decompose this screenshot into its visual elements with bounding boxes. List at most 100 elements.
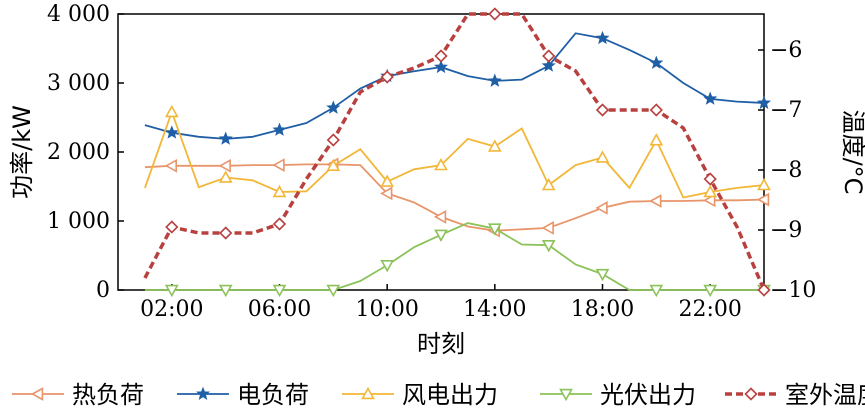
x-tick-label: 14:00 bbox=[463, 297, 526, 322]
data-point bbox=[703, 193, 716, 208]
data-point bbox=[487, 139, 502, 152]
x-tick-label: 18:00 bbox=[571, 297, 634, 322]
y-axis-left: 0 1 000 2 000 3 000 4 000 bbox=[47, 2, 124, 303]
y-right-tick-label: −10 bbox=[770, 278, 816, 303]
data-point bbox=[595, 30, 610, 45]
data-point bbox=[703, 184, 718, 198]
y-right-tick-label: −6 bbox=[770, 38, 802, 63]
data-point bbox=[541, 221, 554, 235]
data-point bbox=[272, 184, 287, 198]
y-left-tick-label: 4 000 bbox=[47, 2, 110, 27]
data-point bbox=[380, 70, 394, 84]
series-line bbox=[144, 222, 764, 291]
legend-label: 热负荷 bbox=[72, 381, 144, 409]
data-point bbox=[380, 259, 395, 273]
data-point bbox=[595, 103, 610, 117]
data-point bbox=[488, 7, 502, 21]
data-point bbox=[164, 125, 179, 139]
legend-item: 室外温度 bbox=[725, 381, 865, 409]
data-point bbox=[164, 104, 179, 118]
y-left-tick-label: 3 000 bbox=[47, 71, 110, 96]
data-point bbox=[757, 177, 771, 191]
legend-label: 光伏出力 bbox=[600, 381, 696, 409]
data-point bbox=[595, 150, 610, 163]
series-triangle-left bbox=[144, 157, 770, 238]
legend-label: 室外温度 bbox=[785, 381, 865, 409]
data-point bbox=[218, 284, 233, 298]
data-point bbox=[757, 95, 771, 110]
data-point bbox=[434, 157, 448, 171]
legend-marker bbox=[559, 388, 573, 402]
data-point bbox=[326, 100, 341, 114]
data-point bbox=[272, 284, 287, 298]
x-axis: 02:00 06:00 10:00 14:00 18:00 22:00 bbox=[140, 284, 742, 322]
series-line bbox=[144, 32, 765, 140]
data-point bbox=[218, 158, 231, 173]
y-right-tick-label: −9 bbox=[770, 218, 802, 243]
y-right-tick-label: −8 bbox=[770, 158, 802, 183]
data-point bbox=[434, 59, 448, 74]
data-point bbox=[595, 268, 610, 282]
data-point bbox=[380, 186, 393, 201]
y-axis-left-label: 功率/kW bbox=[8, 105, 36, 199]
legend-marker bbox=[744, 387, 758, 401]
data-point bbox=[380, 174, 395, 187]
data-point bbox=[703, 91, 718, 105]
data-point bbox=[649, 194, 662, 208]
x-axis-label: 时刻 bbox=[417, 330, 465, 358]
data-point bbox=[164, 284, 179, 298]
data-point bbox=[434, 229, 448, 242]
legend-item: 光伏出力 bbox=[540, 381, 696, 409]
series-triangle-up bbox=[144, 104, 771, 199]
legend-marker bbox=[30, 387, 44, 401]
data-point bbox=[272, 217, 287, 231]
y-right-tick-label: −7 bbox=[770, 98, 802, 123]
x-tick-label: 10:00 bbox=[355, 297, 418, 322]
y-left-tick-label: 1 000 bbox=[47, 209, 110, 234]
data-point bbox=[272, 122, 287, 136]
data-point bbox=[326, 133, 340, 147]
data-point bbox=[703, 284, 718, 298]
data-point bbox=[434, 49, 448, 63]
legend-label: 风电出力 bbox=[402, 381, 498, 409]
data-point bbox=[165, 220, 179, 234]
legend-item: 热负荷 bbox=[12, 381, 144, 409]
data-point bbox=[649, 284, 664, 298]
data-point bbox=[703, 172, 717, 186]
data-point bbox=[326, 158, 341, 171]
series-star bbox=[144, 30, 771, 145]
data-point bbox=[756, 192, 770, 207]
legend-label: 电负荷 bbox=[237, 381, 309, 409]
data-point bbox=[326, 284, 341, 298]
data-point bbox=[218, 170, 233, 183]
legend: 热负荷 电负荷 风电出力 光伏出力 室外温度 bbox=[12, 381, 865, 409]
data-point bbox=[649, 133, 664, 146]
series-triangle-down bbox=[144, 222, 771, 298]
data-point bbox=[542, 49, 556, 63]
legend-item: 电负荷 bbox=[177, 381, 309, 409]
data-point bbox=[272, 158, 285, 172]
series-line bbox=[144, 109, 765, 199]
x-tick-label: 22:00 bbox=[678, 297, 741, 322]
x-tick-label: 06:00 bbox=[248, 297, 311, 322]
data-point bbox=[649, 55, 664, 69]
y-axis-right-label: 温度/°C bbox=[839, 110, 865, 195]
data-point bbox=[541, 240, 556, 253]
y-left-tick-label: 0 bbox=[96, 278, 110, 303]
data-point bbox=[595, 201, 608, 215]
data-point bbox=[164, 158, 177, 173]
series-layer bbox=[143, 7, 771, 298]
data-point bbox=[649, 103, 663, 117]
data-point bbox=[487, 73, 502, 87]
x-tick-label: 02:00 bbox=[140, 297, 203, 322]
data-point bbox=[218, 131, 233, 145]
y-axis-right: −10 −9 −8 −7 −6 bbox=[758, 38, 816, 303]
data-point bbox=[487, 223, 502, 236]
y-left-tick-label: 2 000 bbox=[47, 140, 110, 165]
series-line bbox=[143, 12, 766, 291]
legend-marker bbox=[196, 386, 210, 401]
legend-marker bbox=[361, 386, 375, 400]
series-line bbox=[144, 163, 765, 232]
legend-item: 风电出力 bbox=[342, 381, 498, 409]
